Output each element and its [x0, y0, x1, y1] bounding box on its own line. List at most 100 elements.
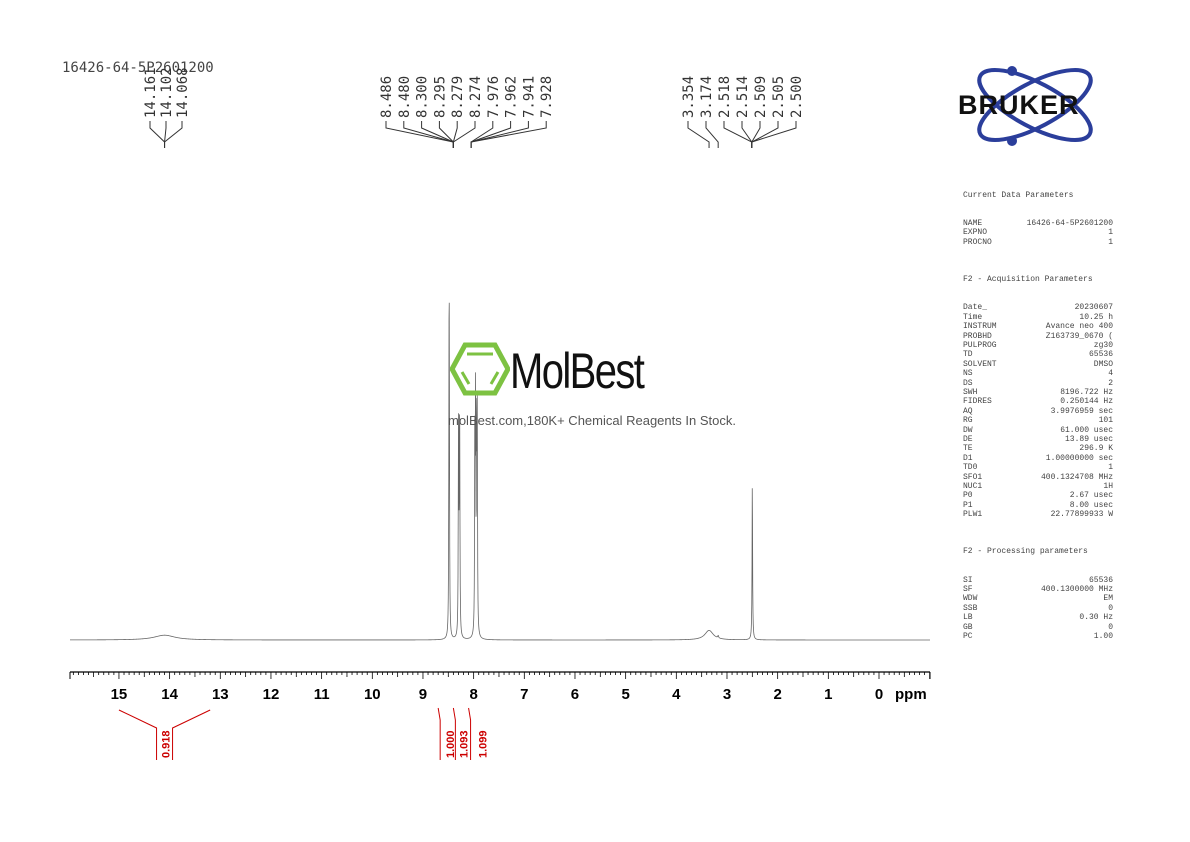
- peak-label: 14.068: [175, 67, 191, 118]
- param-row: SF 400.1300000 MHz: [963, 585, 1113, 594]
- param-row: TD0 1: [963, 463, 1113, 472]
- tick-label: 5: [621, 686, 629, 703]
- param-key: DS: [963, 378, 973, 388]
- param-value: 61.000 usec: [1060, 425, 1113, 435]
- spectrum-title: 16426-64-5P2601200: [62, 60, 214, 76]
- param-key: SSB: [963, 603, 978, 613]
- param-key: NUC1: [963, 482, 983, 491]
- param-key: P0: [963, 491, 973, 501]
- param-value: 1: [1108, 237, 1113, 247]
- peak-label-connector: [751, 121, 761, 148]
- param-row: SWH 8196.722 Hz: [963, 388, 1113, 397]
- param-value: 22.77899933 W: [1050, 510, 1113, 520]
- peak-label: 8.480: [397, 76, 413, 118]
- peak-label-connector: [385, 121, 454, 148]
- peak-label: 8.300: [415, 76, 431, 118]
- integral-bracket: [468, 707, 472, 760]
- param-key: Date_: [963, 303, 988, 313]
- bruker-logo-text: BRUKER: [958, 90, 1080, 120]
- param-value: 0: [1108, 622, 1113, 632]
- peak-label-connector: [687, 121, 710, 148]
- param-value: 65536: [1088, 350, 1113, 360]
- current-params-title: Current Data Parameters: [963, 190, 1074, 200]
- param-row: D1 1.00000000 sec: [963, 454, 1113, 463]
- integral-value: 1.000: [445, 730, 457, 758]
- param-row: DS 2: [963, 379, 1113, 388]
- acq-params-title: F2 - Acquisition Parameters: [963, 275, 1093, 285]
- param-key: TE: [963, 444, 973, 454]
- param-value: 0.30 Hz: [1079, 613, 1113, 623]
- integral-value: 0.918: [161, 730, 173, 758]
- peak-label-connector: [751, 121, 797, 148]
- peak-label: 8.486: [379, 76, 395, 118]
- peak-label-connector: [149, 121, 166, 148]
- param-key: INSTRUM: [963, 322, 997, 332]
- molbest-logo-icon: [450, 342, 510, 396]
- param-value: 400.1300000 MHz: [1040, 585, 1113, 595]
- tick-label: 15: [111, 686, 128, 703]
- param-key: Time: [963, 312, 983, 322]
- param-row: FIDRES 0.250144 Hz: [963, 397, 1113, 406]
- param-key: PLW1: [963, 510, 983, 520]
- param-key: DW: [963, 425, 973, 435]
- peak-label: 2.518: [717, 76, 733, 118]
- peak-label: 14.161: [143, 67, 159, 118]
- peak-label: 3.174: [699, 76, 715, 118]
- spectrum-line: [70, 302, 930, 641]
- param-key: SI: [963, 575, 973, 585]
- param-value: 10.25 h: [1079, 312, 1113, 322]
- tick-label: 8: [469, 686, 477, 703]
- param-row: PROCNO 1: [963, 238, 1113, 247]
- peak-label: 2.500: [789, 76, 805, 118]
- param-value: 13.89 usec: [1064, 434, 1113, 444]
- param-value: Avance neo 400: [1045, 322, 1113, 332]
- param-row: TE 296.9 K: [963, 444, 1113, 453]
- param-row: GB 0: [963, 623, 1113, 632]
- param-value: 3.9976959 sec: [1050, 406, 1113, 416]
- peak-label: 7.962: [504, 76, 520, 118]
- param-key: SOLVENT: [963, 359, 997, 369]
- peak-label: 2.505: [771, 76, 787, 118]
- param-key: EXPNO: [963, 228, 988, 238]
- param-row: P0 2.67 usec: [963, 491, 1113, 500]
- param-value: 1: [1108, 463, 1113, 473]
- peak-label-connector: [723, 121, 753, 148]
- peak-label: 3.354: [681, 76, 697, 118]
- param-row: PROBHD Z163739_0670 (: [963, 332, 1113, 341]
- param-key: PULPROG: [963, 340, 997, 350]
- param-value: 101: [1098, 416, 1113, 426]
- param-value: zg30: [1093, 340, 1113, 350]
- integral-bracket: [118, 709, 211, 760]
- peak-label-connector: [438, 121, 454, 148]
- tick-label: 9: [419, 686, 427, 703]
- peak-label-connector: [741, 121, 753, 148]
- param-row: SI 65536: [963, 576, 1113, 585]
- param-row: NUC1 1H: [963, 482, 1113, 491]
- param-value: 8.00 usec: [1069, 500, 1113, 510]
- param-key: GB: [963, 622, 973, 632]
- param-key: SFO1: [963, 472, 983, 482]
- param-row: NAME 16426-64-5P2601200: [963, 219, 1113, 228]
- param-row: DW 61.000 usec: [963, 426, 1113, 435]
- param-row: PULPROG zg30: [963, 341, 1113, 350]
- param-key: WDW: [963, 594, 978, 604]
- param-row: SOLVENT DMSO: [963, 360, 1113, 369]
- param-value: 0.250144 Hz: [1060, 397, 1113, 407]
- param-value: 8196.722 Hz: [1060, 387, 1113, 397]
- peak-label-connector: [705, 121, 719, 148]
- peak-label: 2.509: [753, 76, 769, 118]
- peak-label-connector: [164, 121, 183, 148]
- peak-label-connector: [452, 121, 476, 148]
- param-value: 16426-64-5P2601200: [1026, 219, 1113, 229]
- param-row: Time 10.25 h: [963, 313, 1113, 322]
- param-row: P1 8.00 usec: [963, 501, 1113, 510]
- param-row: NS 4: [963, 369, 1113, 378]
- tick-label: 6: [571, 686, 579, 703]
- param-value: 4: [1108, 369, 1113, 379]
- param-key: DE: [963, 434, 973, 444]
- peak-label: 7.976: [486, 76, 502, 118]
- tick-label: 14: [161, 686, 178, 703]
- param-key: LB: [963, 613, 973, 623]
- x-axis-label: ppm: [895, 686, 927, 703]
